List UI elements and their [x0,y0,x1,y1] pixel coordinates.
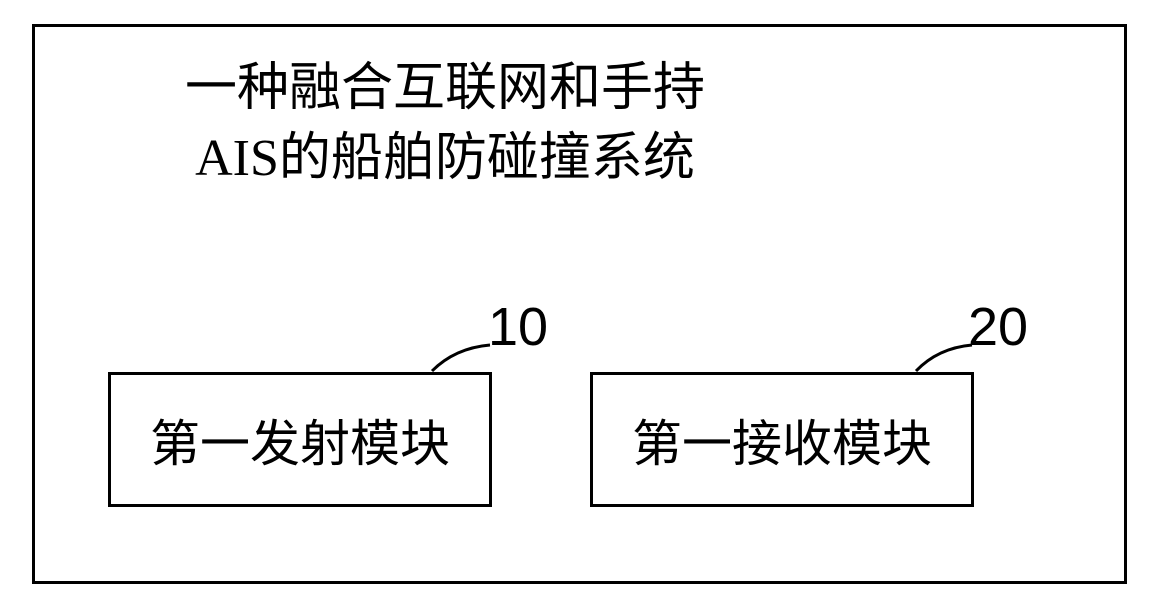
title-line-1: 一种融合互联网和手持 [185,54,705,124]
first-receive-module-box: 第一接收模块 [590,372,974,507]
title-line-2: AIS的船舶防碰撞系统 [185,124,705,194]
ref-number-20: 20 [968,296,1028,358]
first-transmit-module-box: 第一发射模块 [108,372,492,507]
leader-line-10 [427,340,495,376]
diagram-title: 一种融合互联网和手持 AIS的船舶防碰撞系统 [185,54,705,194]
leader-line-20 [911,340,977,376]
ref-number-10: 10 [488,296,548,358]
first-transmit-module-label: 第一发射模块 [150,404,450,476]
first-receive-module-label: 第一接收模块 [632,404,932,476]
